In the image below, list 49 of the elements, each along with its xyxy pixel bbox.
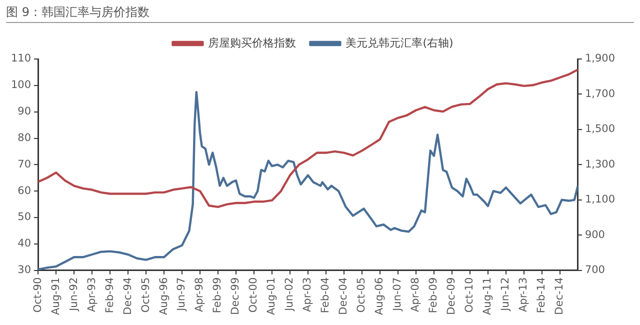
- y-tick-label: 80: [18, 132, 32, 144]
- y2-tick-label: 1,500: [584, 123, 616, 136]
- x-tick-label: Oct-05: [356, 277, 368, 313]
- y-tick-label: 110: [10, 52, 32, 65]
- x-tick-label: Aug-01: [266, 277, 278, 316]
- x-tick-label: Jun-07: [392, 277, 404, 312]
- x-tick-label: Jun-97: [176, 277, 188, 312]
- x-tick-label: Aug-06: [374, 277, 386, 316]
- x-tick-label: Jun-92: [68, 277, 80, 312]
- x-tick-label: Oct-95: [140, 277, 152, 313]
- x-tick-label: Jun-02: [284, 277, 296, 312]
- x-tick-label: Dec-09: [446, 277, 458, 315]
- x-tick-label: Feb-14: [536, 277, 548, 314]
- y-tick-label: 50: [18, 211, 32, 224]
- x-tick-label: Apr-98: [194, 277, 206, 312]
- y-tick-label: 100: [10, 79, 32, 92]
- y2-tick-label: 1,900: [584, 52, 616, 65]
- x-tick-label: Dec-04: [338, 277, 350, 315]
- y2-tick-label: 900: [584, 228, 605, 241]
- x-tick-label: Aug-96: [158, 277, 170, 316]
- y2-tick-label: 1,700: [584, 88, 616, 100]
- x-tick-label: Aug-11: [482, 277, 494, 316]
- x-tick-label: Dec-94: [122, 277, 134, 315]
- y2-tick-label: 700: [584, 264, 605, 276]
- x-tick-label: Feb-94: [104, 277, 116, 314]
- x-tick-label: Apr-08: [410, 277, 422, 312]
- x-tick-label: Feb-99: [212, 277, 224, 314]
- y-tick-label: 60: [18, 184, 32, 197]
- x-tick-label: Oct-10: [464, 277, 476, 313]
- x-tick-label: Apr-13: [518, 277, 530, 312]
- x-tick-label: Apr-93: [86, 277, 98, 312]
- x-tick-label: Aug-91: [50, 277, 62, 316]
- x-tick-label: Oct-90: [32, 277, 44, 313]
- x-tick-label: Jun-12: [500, 277, 512, 312]
- x-tick-label: Feb-09: [428, 277, 440, 314]
- y-tick-label: 30: [18, 264, 32, 276]
- y2-tick-label: 1,100: [584, 194, 616, 206]
- x-tick-label: Dec-14: [554, 277, 566, 315]
- x-tick-label: Oct-00: [248, 277, 260, 313]
- chart-title: 图 9：韩国汇率与房价指数: [6, 2, 634, 23]
- y2-tick-label: 1,300: [584, 158, 616, 170]
- legend-label: 房屋购买价格指数: [208, 36, 296, 50]
- y-tick-label: 90: [18, 106, 32, 118]
- legend-label: 美元兑韩元汇率(右轴): [346, 36, 454, 50]
- x-tick-label: Dec-99: [230, 277, 242, 315]
- y-tick-label: 40: [18, 238, 32, 250]
- x-tick-label: Feb-04: [320, 277, 332, 314]
- x-tick-label: Apr-03: [302, 277, 314, 312]
- y-tick-label: 70: [18, 158, 32, 170]
